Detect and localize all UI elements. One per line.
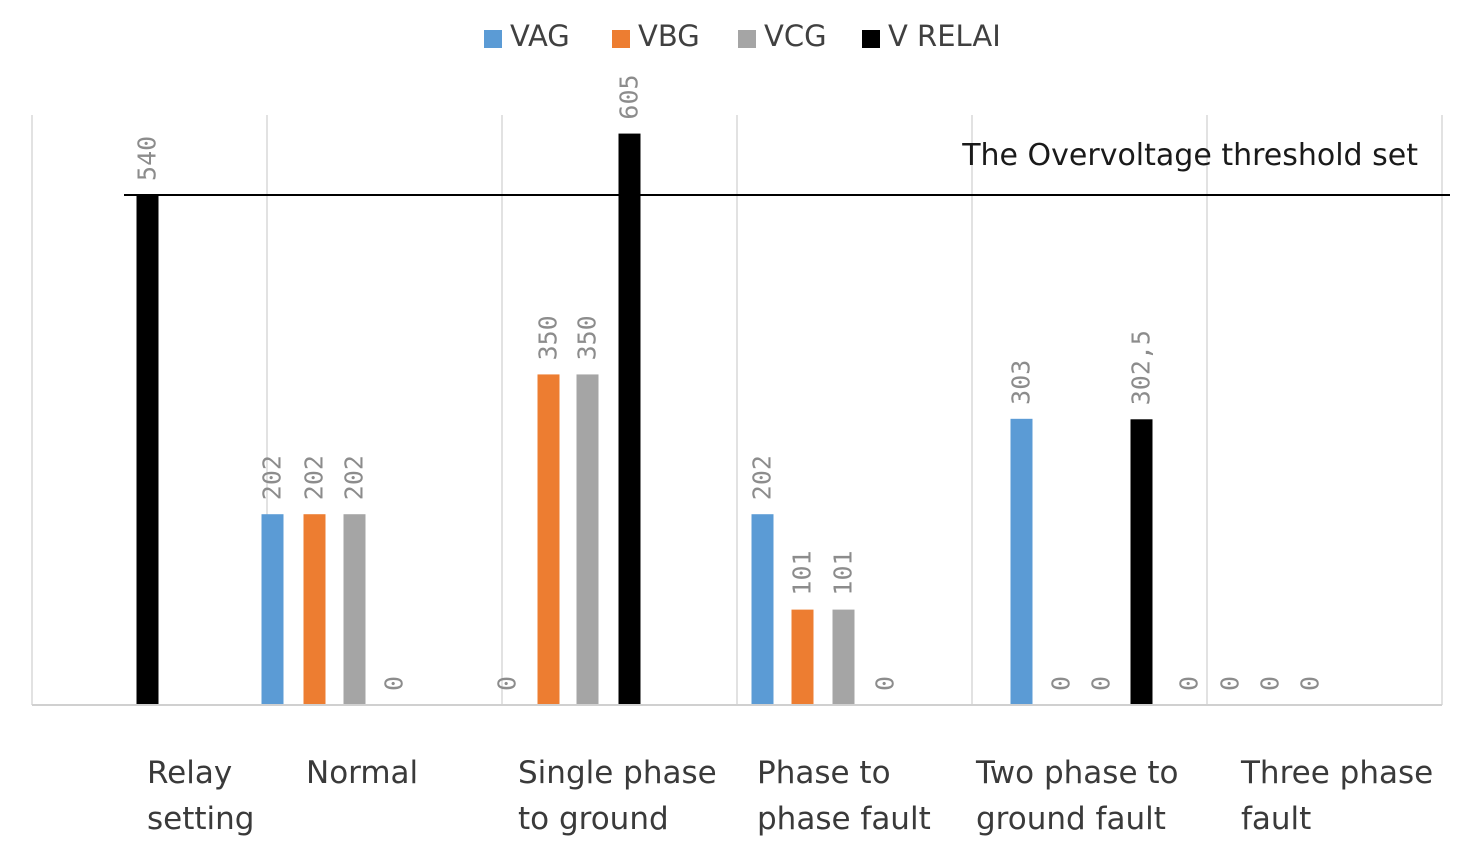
category-label-2-1: to ground	[518, 801, 669, 837]
bar-vbg-2	[537, 374, 560, 705]
bar-vag-4	[1010, 418, 1033, 705]
legend-label-vbg: VBG	[638, 19, 700, 53]
category-label-2-0: Single phase	[518, 755, 717, 791]
data-label-vcg-1: 202	[340, 455, 369, 500]
category-labels: Relay setting Normal Single phase to ground P…	[147, 755, 1433, 837]
bar-vcg-2	[576, 374, 599, 705]
data-label-vbg-5: 0	[1216, 676, 1245, 691]
category-label-3-1: phase fault	[757, 801, 931, 837]
data-label-vbg-3: 101	[788, 550, 817, 595]
data-label-v-relai-3: 0	[871, 676, 900, 691]
category-gridlines	[31, 115, 1443, 705]
legend-label-vcg: VCG	[764, 19, 827, 53]
data-label-vag-2: 0	[493, 676, 522, 691]
bar-vag-3	[751, 514, 774, 705]
data-label-vbg-2: 350	[534, 315, 563, 360]
data-label-vcg-2: 350	[573, 315, 602, 360]
data-label-vag-4: 303	[1007, 360, 1036, 405]
category-label-4-1: ground fault	[976, 801, 1166, 837]
data-label-v-relai-4: 302,5	[1127, 330, 1156, 405]
data-label-vag-5: 0	[1175, 676, 1204, 691]
category-label-0-0: Relay	[147, 755, 232, 791]
bar-vbg-3	[791, 609, 814, 705]
category-label-1-0: Normal	[306, 755, 418, 791]
legend-swatch-vag	[484, 30, 502, 48]
category-label-0-1: setting	[147, 801, 254, 837]
bars	[136, 133, 1153, 705]
legend-swatch-vcg	[738, 30, 756, 48]
legend: VAG VBG VCG V RELAI	[484, 19, 1001, 53]
category-label-5-0: Three phase	[1240, 755, 1433, 791]
category-label-4-0: Two phase to	[975, 755, 1179, 791]
bar-vag-1	[261, 514, 284, 705]
data-label-vbg-1: 202	[300, 455, 329, 500]
data-label-vcg-3: 101	[829, 550, 858, 595]
bar-v-relai-4	[1130, 419, 1153, 705]
threshold-label: The Overvoltage threshold set	[961, 138, 1418, 173]
bar-v-relai-2	[618, 133, 641, 705]
data-label-v-relai-2: 605	[615, 74, 644, 119]
bar-v-relai-0	[136, 194, 159, 705]
bar-vbg-1	[303, 514, 326, 705]
data-label-vag-1: 202	[258, 455, 287, 500]
data-label-v-relai-0: 540	[133, 136, 162, 181]
legend-label-v-relai: V RELAI	[888, 19, 1001, 53]
legend-swatch-vbg	[612, 30, 630, 48]
category-label-3-0: Phase to	[757, 755, 891, 791]
legend-swatch-v-relai	[862, 30, 880, 48]
data-label-v-relai-5: 0	[1296, 676, 1325, 691]
data-label-vcg-4: 0	[1087, 676, 1116, 691]
legend-label-vag: VAG	[510, 19, 570, 53]
data-label-vbg-4: 0	[1047, 676, 1076, 691]
data-label-vcg-5: 0	[1256, 676, 1285, 691]
category-label-5-1: fault	[1241, 801, 1311, 837]
bar-vcg-1	[343, 514, 366, 705]
bar-vcg-3	[832, 609, 855, 705]
data-label-vag-3: 202	[748, 455, 777, 500]
data-label-v-relai-1: 0	[380, 676, 409, 691]
